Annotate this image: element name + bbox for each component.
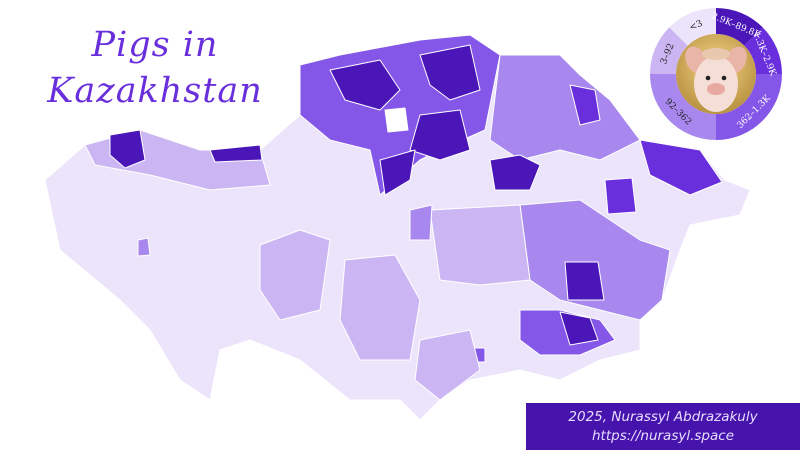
legend-segment [716,8,763,46]
pig-photo [676,34,756,114]
region [109,129,146,169]
region [519,199,671,321]
legend-label: <3 [688,19,704,33]
region [559,311,599,346]
credits-box: 2025, Nurassyl Abdrazakuly https://nuras… [526,403,800,450]
region [429,204,531,286]
credit-link[interactable]: https://nurasyl.space [592,428,734,444]
region [489,54,641,161]
region [639,139,723,196]
region [339,254,421,361]
region [137,237,151,257]
region [329,59,401,111]
region [604,177,637,215]
legend-segment [744,27,782,74]
region [209,144,263,163]
region [409,204,433,241]
credit-text: 2025, Nurassyl Abdrazakuly [568,409,758,425]
map-title: Pigs in Kazakhstan [30,22,280,114]
region [569,84,601,126]
region [259,229,331,321]
region [414,329,481,401]
title-line-1: Pigs in [91,25,219,65]
region [489,154,541,191]
region [409,109,471,161]
legend-segment [669,8,716,46]
title-line-2: Kazakhstan [47,71,263,111]
region [564,261,605,301]
region [384,107,409,133]
region [419,44,481,101]
region [379,149,416,196]
legend-segment [716,74,782,140]
legend-segment [650,74,716,140]
legend-segment [650,27,688,74]
